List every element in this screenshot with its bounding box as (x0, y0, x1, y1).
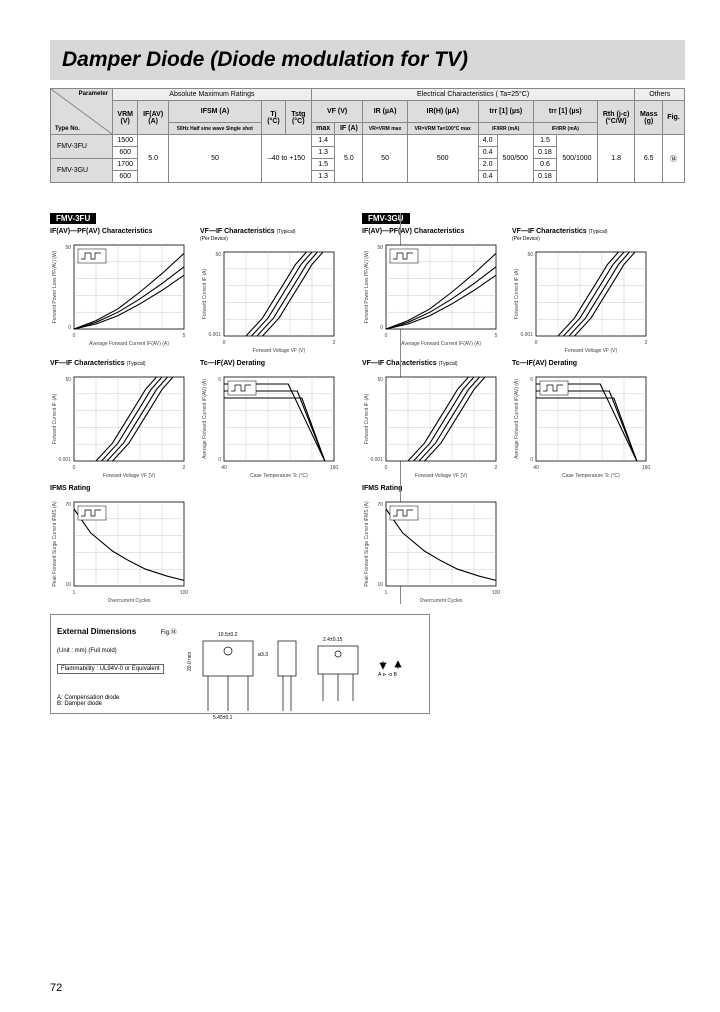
chart: Tc—IF(AV) Derating Case Temperature Tc (… (512, 360, 652, 479)
svg-text:Average Forward Current IF(AV): Average Forward Current IF(AV) (A) (202, 379, 208, 459)
table-row: FMV-3FU 1500 5.0 50 –40 to +150 1.4 5.0 … (51, 135, 685, 147)
svg-text:40: 40 (533, 465, 539, 471)
svg-text:50: 50 (377, 245, 383, 251)
page-number: 72 (50, 982, 62, 994)
svg-text:0: 0 (385, 465, 388, 471)
svg-text:Forward Current IF (A): Forward Current IF (A) (202, 269, 208, 320)
svg-text:2: 2 (645, 340, 648, 346)
charts-container: FMV-3FU IF(AV)—PF(AV) Characteristics Av… (50, 213, 685, 604)
group-elec: Electrical Characteristics ( Ta=25°C) (311, 89, 635, 101)
svg-text:0: 0 (73, 333, 76, 339)
svg-text:160: 160 (330, 465, 339, 471)
svg-text:0: 0 (530, 457, 533, 463)
chart: VF—IF Characteristics (Typical)(Per Devi… (200, 228, 340, 354)
chart: VF—IF Characteristics (Typical)(Per Devi… (512, 228, 652, 354)
type-label: Type No. (55, 126, 80, 132)
title-bar: Damper Diode (Diode modulation for TV) (50, 40, 685, 80)
spec-table: Parameter Type No. Absolute Maximum Rati… (50, 88, 685, 183)
svg-text:10.5±0.2: 10.5±0.2 (218, 632, 238, 638)
svg-text:Forward Power Loss PF(AV) (W): Forward Power Loss PF(AV) (W) (364, 250, 370, 323)
chart: IF(AV)—PF(AV) Characteristics Average Fo… (50, 228, 190, 354)
svg-text:70: 70 (377, 502, 383, 508)
svg-text:Overcurrent Cycles: Overcurrent Cycles (108, 598, 151, 604)
section-label-fu: FMV-3FU (50, 213, 96, 224)
svg-text:Average Forward Current IF(AV): Average Forward Current IF(AV) (A) (89, 341, 169, 347)
svg-text:10: 10 (65, 582, 71, 588)
svg-text:0.001: 0.001 (58, 457, 71, 463)
external-dimensions: External Dimensions Fig.⑭ (Unit : mm) (F… (50, 614, 430, 714)
page-title: Damper Diode (Diode modulation for TV) (62, 48, 673, 72)
svg-text:0: 0 (218, 457, 221, 463)
svg-text:Peak Forward Surge Current IFM: Peak Forward Surge Current IFMS (A) (52, 501, 58, 587)
svg-text:0.001: 0.001 (370, 457, 383, 463)
svg-text:1: 1 (385, 590, 388, 596)
svg-text:160: 160 (642, 465, 651, 471)
svg-text:2: 2 (495, 465, 498, 471)
svg-text:6: 6 (530, 377, 533, 383)
svg-text:20.0 min: 20.0 min (187, 652, 193, 671)
svg-text:5.45±0.1: 5.45±0.1 (213, 715, 233, 721)
svg-text:50: 50 (65, 245, 71, 251)
svg-text:2: 2 (333, 340, 336, 346)
svg-text:Overcurrent Cycles: Overcurrent Cycles (420, 598, 463, 604)
svg-text:0: 0 (380, 325, 383, 331)
chart: VF—IF Characteristics (Typical) Forward … (362, 360, 502, 479)
svg-text:Forward Current IF (A): Forward Current IF (A) (364, 394, 370, 445)
svg-text:Case Temperature Tc (°C): Case Temperature Tc (°C) (250, 473, 308, 479)
svg-text:0: 0 (223, 340, 226, 346)
svg-text:50: 50 (527, 252, 533, 258)
chart: IFMS Rating Overcurrent CyclesPeak Forwa… (362, 485, 502, 604)
svg-text:5: 5 (183, 333, 186, 339)
svg-text:Peak Forward Surge Current IFM: Peak Forward Surge Current IFMS (A) (364, 501, 370, 587)
chart: IF(AV)—PF(AV) Characteristics Average Fo… (362, 228, 502, 354)
svg-text:6: 6 (218, 377, 221, 383)
svg-text:Forward Current IF (A): Forward Current IF (A) (52, 394, 58, 445)
param-label: Parameter (79, 91, 108, 97)
svg-text:Forward Current IF (A): Forward Current IF (A) (514, 269, 520, 320)
svg-text:ø3.3: ø3.3 (258, 652, 268, 658)
package-drawing-icon: 10.5±0.2 ø3.3 20.0 min 5.45±0.1 2.4±0.15… (183, 621, 423, 721)
svg-text:0: 0 (385, 333, 388, 339)
svg-text:Forward Voltage VF (V): Forward Voltage VF (V) (253, 348, 306, 354)
group-abs: Absolute Maximum Ratings (113, 89, 312, 101)
section-label-gu: FMV-3GU (362, 213, 410, 224)
chart: VF—IF Characteristics (Typical) Forward … (50, 360, 190, 479)
svg-text:Average Forward Current IF(AV): Average Forward Current IF(AV) (A) (514, 379, 520, 459)
svg-text:0: 0 (535, 340, 538, 346)
chart: IFMS Rating Overcurrent CyclesPeak Forwa… (50, 485, 190, 604)
svg-text:50: 50 (215, 252, 221, 258)
svg-text:0.001: 0.001 (520, 332, 533, 338)
chart: Tc—IF(AV) Derating Case Temperature Tc (… (200, 360, 340, 479)
svg-text:50: 50 (65, 377, 71, 383)
svg-text:100: 100 (492, 590, 501, 596)
svg-text:0: 0 (73, 465, 76, 471)
svg-text:40: 40 (221, 465, 227, 471)
svg-text:2.4±0.15: 2.4±0.15 (323, 637, 343, 643)
svg-text:Forward Voltage VF (V): Forward Voltage VF (V) (103, 473, 156, 479)
svg-text:0.001: 0.001 (208, 332, 221, 338)
svg-text:Forward Power Loss PF(AV) (W): Forward Power Loss PF(AV) (W) (52, 250, 58, 323)
svg-text:Forward Voltage VF (V): Forward Voltage VF (V) (565, 348, 618, 354)
svg-text:70: 70 (65, 502, 71, 508)
group-other: Others (635, 89, 685, 101)
svg-text:Average Forward Current IF(AV): Average Forward Current IF(AV) (A) (401, 341, 481, 347)
svg-text:A ⊳ ⊲ B: A ⊳ ⊲ B (378, 672, 398, 678)
svg-text:1: 1 (73, 590, 76, 596)
svg-text:Forward Voltage VF (V): Forward Voltage VF (V) (415, 473, 468, 479)
svg-text:0: 0 (68, 325, 71, 331)
svg-text:Case Temperature Tc (°C): Case Temperature Tc (°C) (562, 473, 620, 479)
svg-text:10: 10 (377, 582, 383, 588)
svg-text:5: 5 (495, 333, 498, 339)
svg-text:100: 100 (180, 590, 189, 596)
svg-text:2: 2 (183, 465, 186, 471)
svg-text:50: 50 (377, 377, 383, 383)
